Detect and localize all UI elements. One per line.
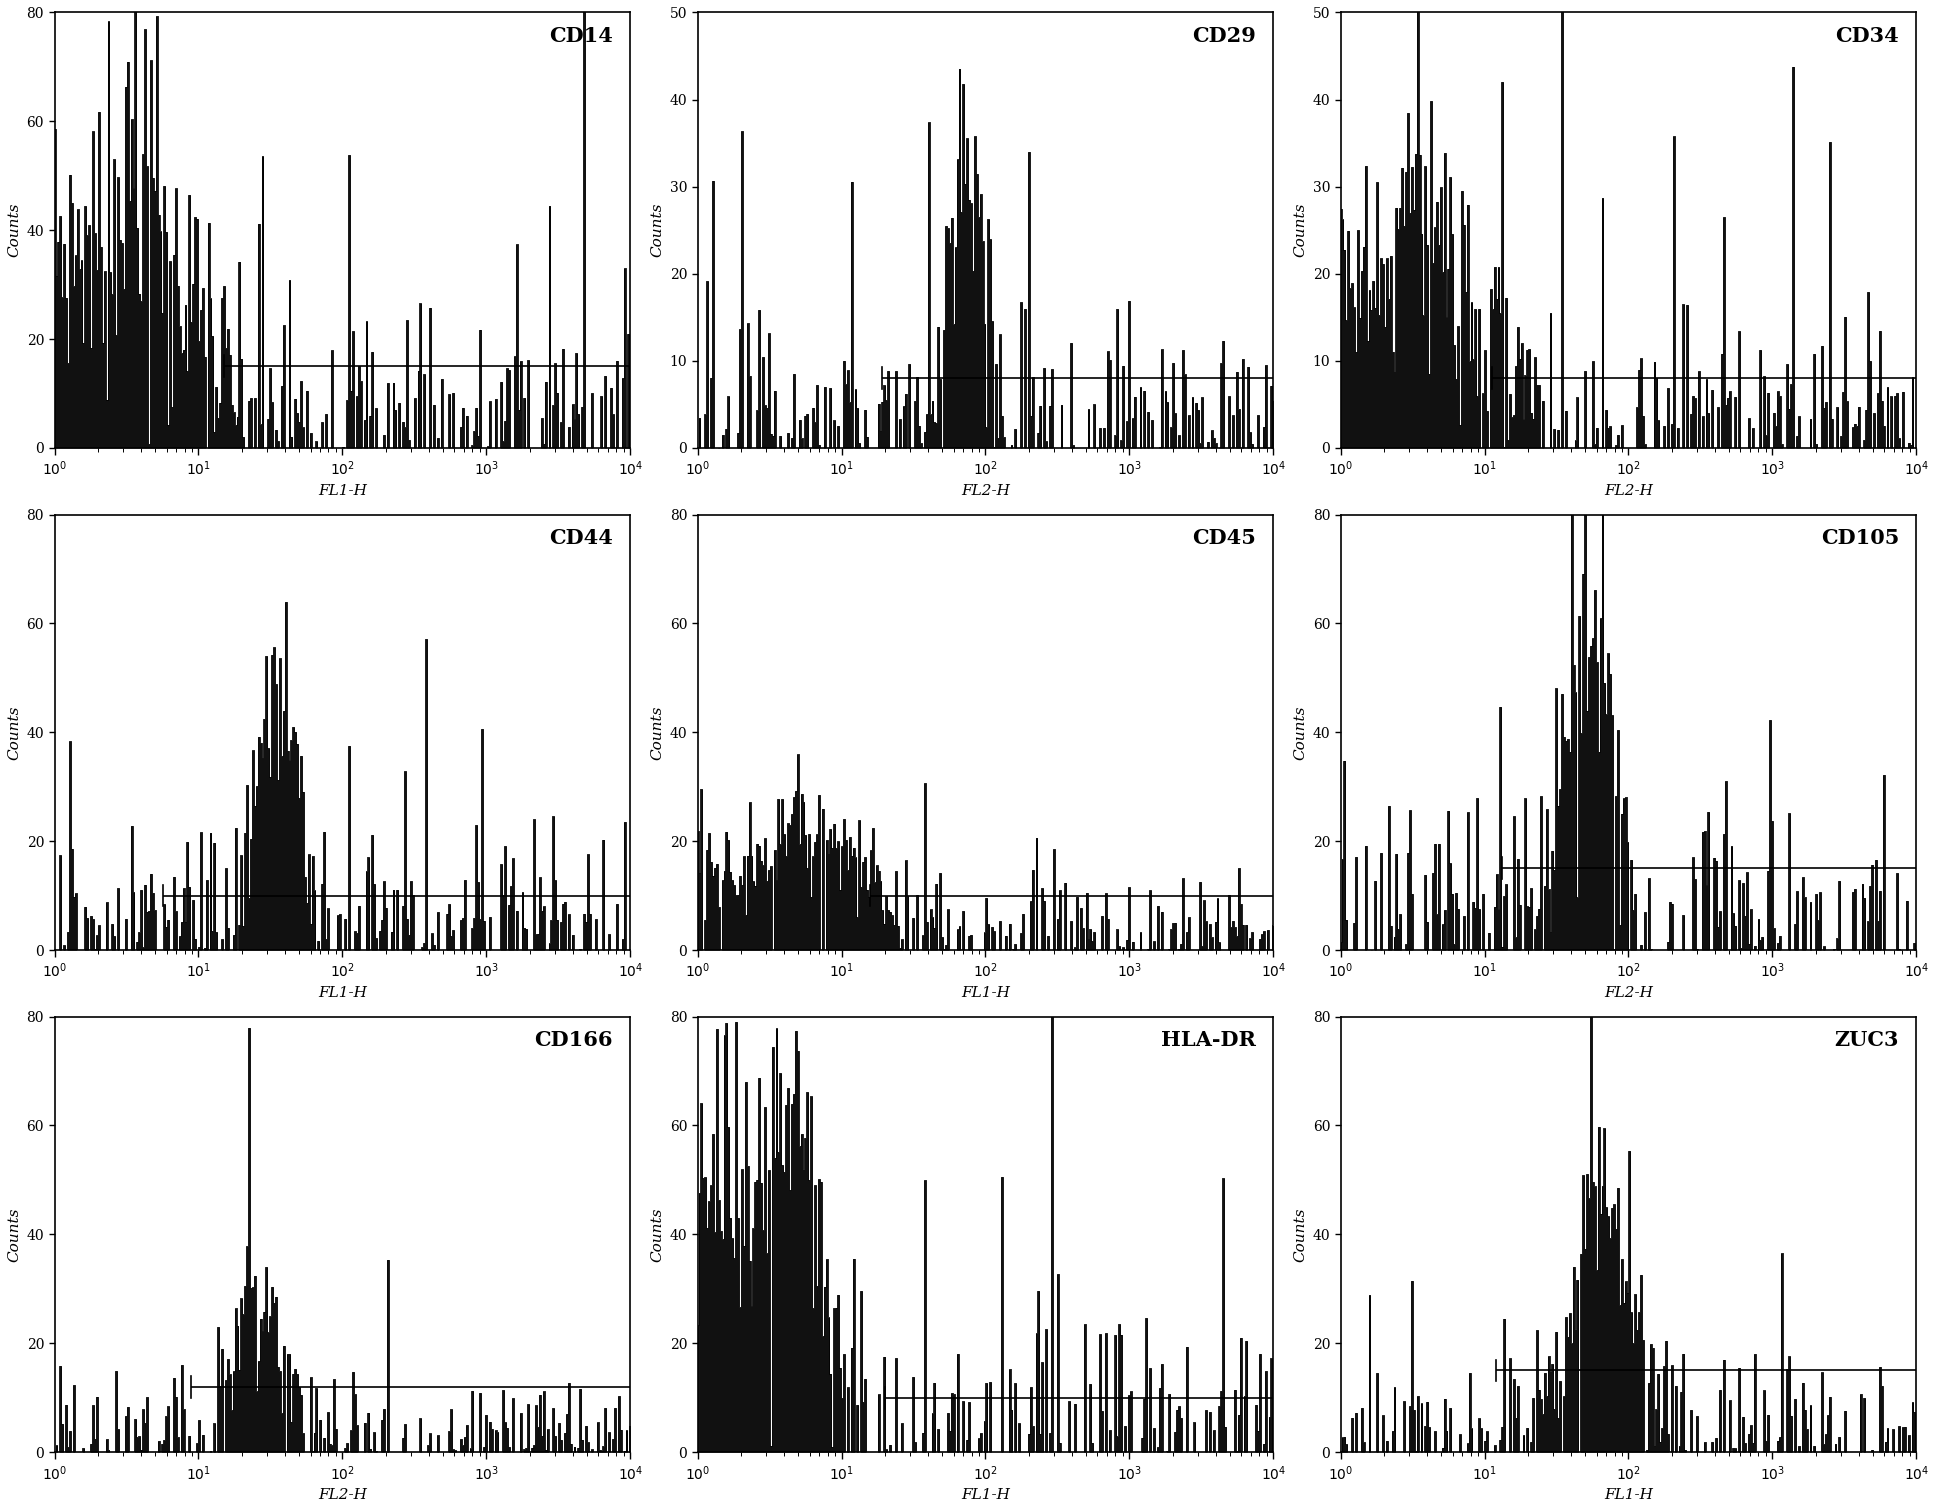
X-axis label: FL1-H: FL1-H [960,1488,1011,1501]
Text: CD45: CD45 [1193,528,1256,548]
Text: CD14: CD14 [550,26,614,45]
Text: CD44: CD44 [550,528,614,548]
Text: CD166: CD166 [534,1029,614,1050]
X-axis label: FL1-H: FL1-H [960,985,1011,1000]
X-axis label: FL1-H: FL1-H [1605,1488,1653,1501]
Text: CD105: CD105 [1820,528,1899,548]
Text: HLA-DR: HLA-DR [1162,1029,1256,1050]
Text: ZUC3: ZUC3 [1835,1029,1899,1050]
Text: CD29: CD29 [1193,26,1256,45]
Y-axis label: Counts: Counts [1293,1207,1307,1262]
X-axis label: FL1-H: FL1-H [318,484,368,498]
X-axis label: FL1-H: FL1-H [318,985,368,1000]
Y-axis label: Counts: Counts [8,202,21,258]
Y-axis label: Counts: Counts [650,705,664,759]
X-axis label: FL2-H: FL2-H [1605,985,1653,1000]
X-axis label: FL2-H: FL2-H [1605,484,1653,498]
Y-axis label: Counts: Counts [650,202,664,258]
Y-axis label: Counts: Counts [8,1207,21,1262]
Y-axis label: Counts: Counts [1293,202,1307,258]
Y-axis label: Counts: Counts [1293,705,1307,759]
Y-axis label: Counts: Counts [8,705,21,759]
X-axis label: FL2-H: FL2-H [318,1488,368,1501]
Y-axis label: Counts: Counts [650,1207,664,1262]
Text: CD34: CD34 [1835,26,1899,45]
X-axis label: FL2-H: FL2-H [960,484,1011,498]
